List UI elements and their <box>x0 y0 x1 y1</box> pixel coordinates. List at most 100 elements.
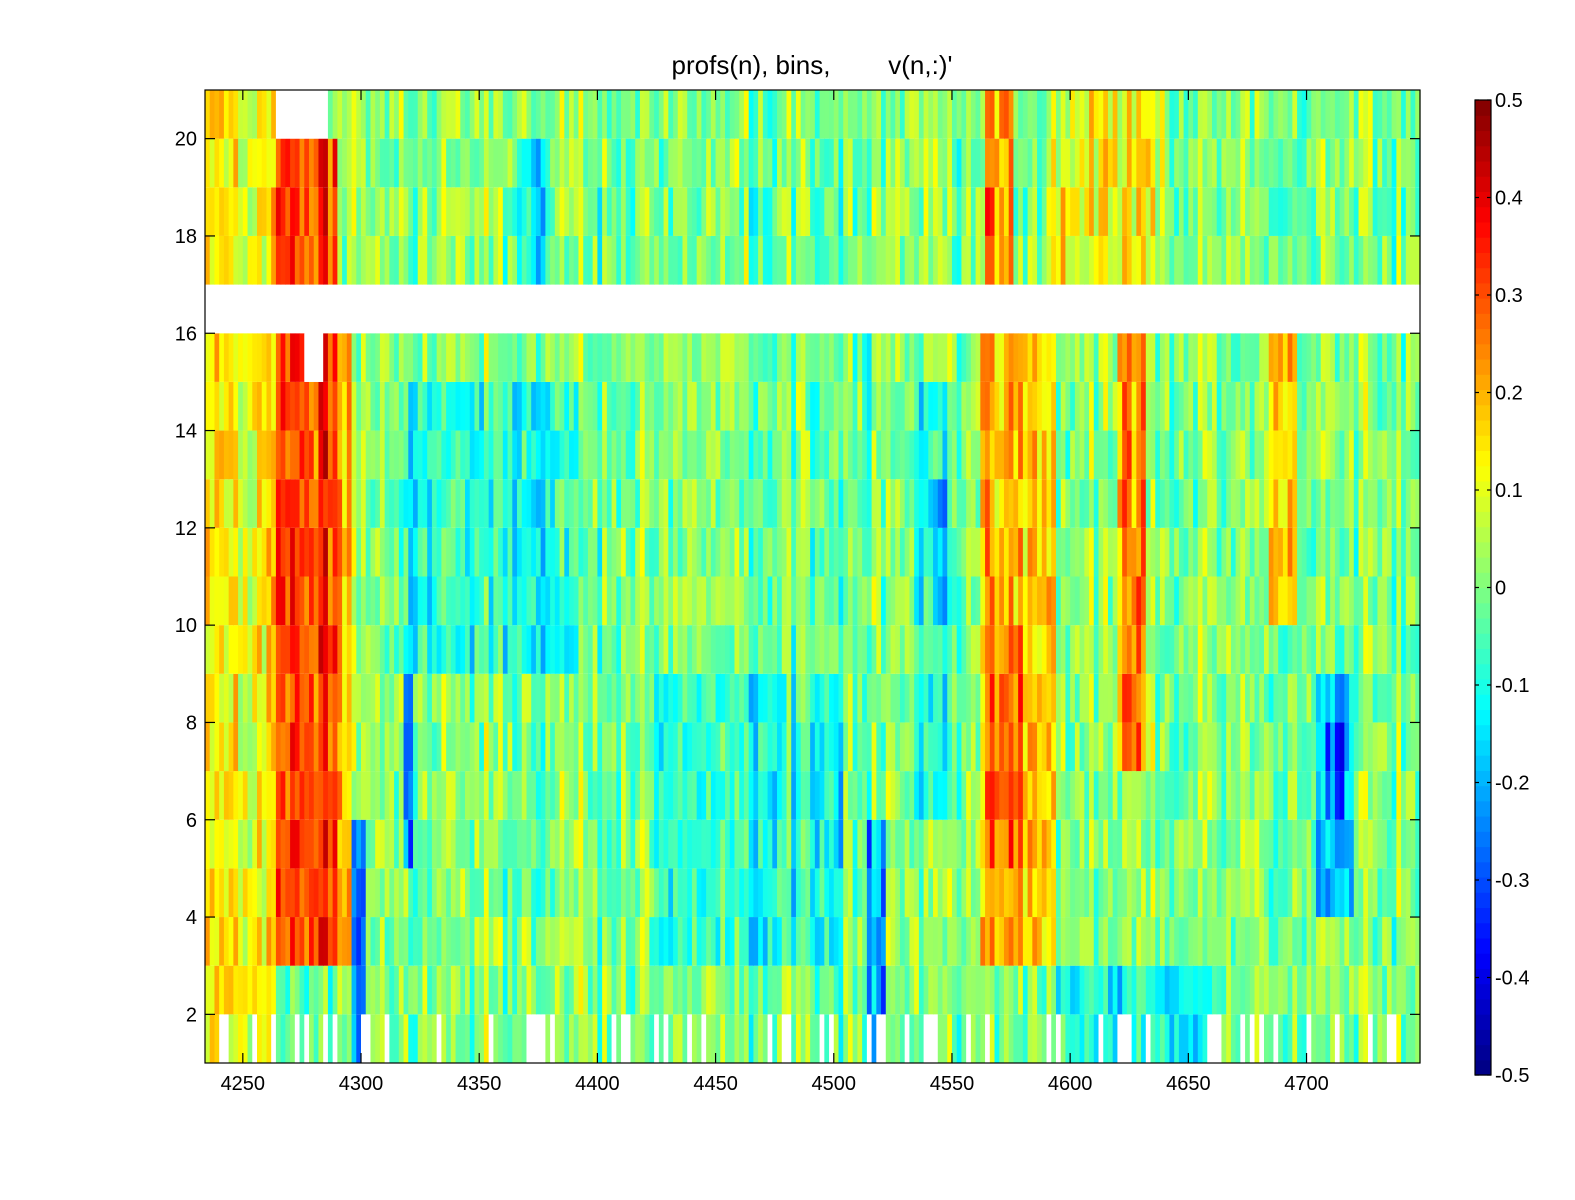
heatmap-cell <box>431 430 438 480</box>
heatmap-cell <box>313 527 320 577</box>
heatmap-cell <box>621 722 627 772</box>
heatmap-cell <box>975 625 981 674</box>
heatmap-cell <box>635 430 641 480</box>
heatmap-cell <box>1037 479 1043 528</box>
heatmap-cell <box>866 479 873 528</box>
heatmap-cell <box>999 917 1005 966</box>
heatmap-cell <box>592 1014 598 1063</box>
heatmap-cell <box>1202 771 1208 820</box>
heatmap-cell <box>1382 965 1388 1015</box>
heatmap-cell <box>999 576 1005 626</box>
heatmap-cell <box>242 235 249 285</box>
heatmap-cell <box>682 90 688 139</box>
heatmap-cell <box>1268 138 1275 188</box>
heatmap-cell <box>1339 235 1345 285</box>
heatmap-cell <box>852 673 859 723</box>
heatmap-cell <box>242 138 249 188</box>
heatmap-cell <box>1117 187 1123 236</box>
heatmap-cell <box>833 527 840 577</box>
heatmap-row <box>205 333 1421 382</box>
heatmap-cell <box>1273 1014 1279 1063</box>
heatmap-cell <box>285 722 291 772</box>
heatmap-cell <box>1126 381 1133 431</box>
heatmap-cell <box>356 819 362 869</box>
heatmap-cell <box>857 381 863 431</box>
heatmap-cell <box>228 333 234 382</box>
heatmap-cell <box>871 1014 877 1063</box>
heatmap-cell <box>1415 187 1421 236</box>
heatmap-cell <box>488 187 494 236</box>
heatmap-cell <box>417 187 424 236</box>
heatmap-cell <box>639 965 646 1015</box>
heatmap-cell <box>725 722 731 772</box>
heatmap-cell <box>275 917 282 966</box>
heatmap-cell <box>346 381 353 431</box>
heatmap-cell <box>1155 381 1161 431</box>
heatmap-cell <box>748 625 755 674</box>
heatmap-cell <box>786 673 792 723</box>
heatmap-cell <box>786 917 792 966</box>
heatmap-cell <box>824 819 830 869</box>
heatmap-cell <box>417 965 424 1015</box>
heatmap-cell <box>824 625 830 674</box>
heatmap-cell <box>327 576 334 626</box>
heatmap-cell <box>795 187 802 236</box>
heatmap-cell <box>639 673 646 723</box>
heatmap-cell <box>885 819 892 869</box>
heatmap-cell <box>866 235 873 285</box>
heatmap-cell <box>885 235 892 285</box>
heatmap-cell <box>573 868 580 918</box>
heatmap-cell <box>1027 965 1033 1015</box>
heatmap-cell <box>951 138 958 188</box>
heatmap-cell <box>564 965 570 1015</box>
heatmap-cell <box>829 479 835 528</box>
heatmap-cell <box>1022 576 1029 626</box>
heatmap-cell <box>852 771 859 820</box>
heatmap-cell <box>616 673 622 723</box>
heatmap-cell <box>1292 917 1298 966</box>
heatmap-cell <box>1226 771 1232 820</box>
heatmap-cell <box>1330 527 1336 577</box>
heatmap-cell <box>899 722 906 772</box>
heatmap-cell <box>862 917 868 966</box>
heatmap-cell <box>1254 381 1260 431</box>
heatmap-cell <box>644 479 650 528</box>
heatmap-cell <box>762 430 769 480</box>
heatmap-cell <box>871 673 877 723</box>
heatmap-cell <box>1027 381 1033 431</box>
heatmap-cell <box>1396 527 1402 577</box>
heatmap-cell <box>228 1014 234 1063</box>
heatmap-cell <box>824 138 830 188</box>
heatmap-cell <box>569 187 575 236</box>
heatmap-cell <box>644 771 650 820</box>
heatmap-cell <box>871 868 877 918</box>
heatmap-cell <box>937 527 944 577</box>
heatmap-cell <box>625 722 632 772</box>
heatmap-cell <box>1202 1014 1208 1063</box>
heatmap-cell <box>810 1014 816 1063</box>
heatmap-cell <box>734 1014 740 1063</box>
heatmap-cell <box>621 965 627 1015</box>
heatmap-cell <box>422 1014 428 1063</box>
heatmap-cell <box>890 333 896 382</box>
heatmap-cell <box>394 819 400 869</box>
heatmap-cell <box>658 527 665 577</box>
heatmap-cell <box>242 819 249 869</box>
heatmap-cell <box>304 1014 310 1063</box>
colorbar: -0.5-0.4-0.3-0.2-0.100.10.20.30.40.5 <box>1474 90 1529 1087</box>
heatmap-cell <box>857 430 863 480</box>
heatmap-cell <box>261 771 268 820</box>
heatmap-cell <box>223 625 230 674</box>
heatmap-cell <box>521 430 528 480</box>
heatmap-cell <box>1188 527 1194 577</box>
heatmap-cell <box>1055 868 1062 918</box>
heatmap-cell <box>999 333 1005 382</box>
heatmap-cell <box>691 138 698 188</box>
heatmap-cell <box>843 673 849 723</box>
heatmap-cell <box>914 722 920 772</box>
heatmap-cell <box>205 965 211 1015</box>
heatmap-cell <box>1178 138 1185 188</box>
heatmap-cell <box>436 576 442 626</box>
heatmap-cell <box>1358 868 1364 918</box>
